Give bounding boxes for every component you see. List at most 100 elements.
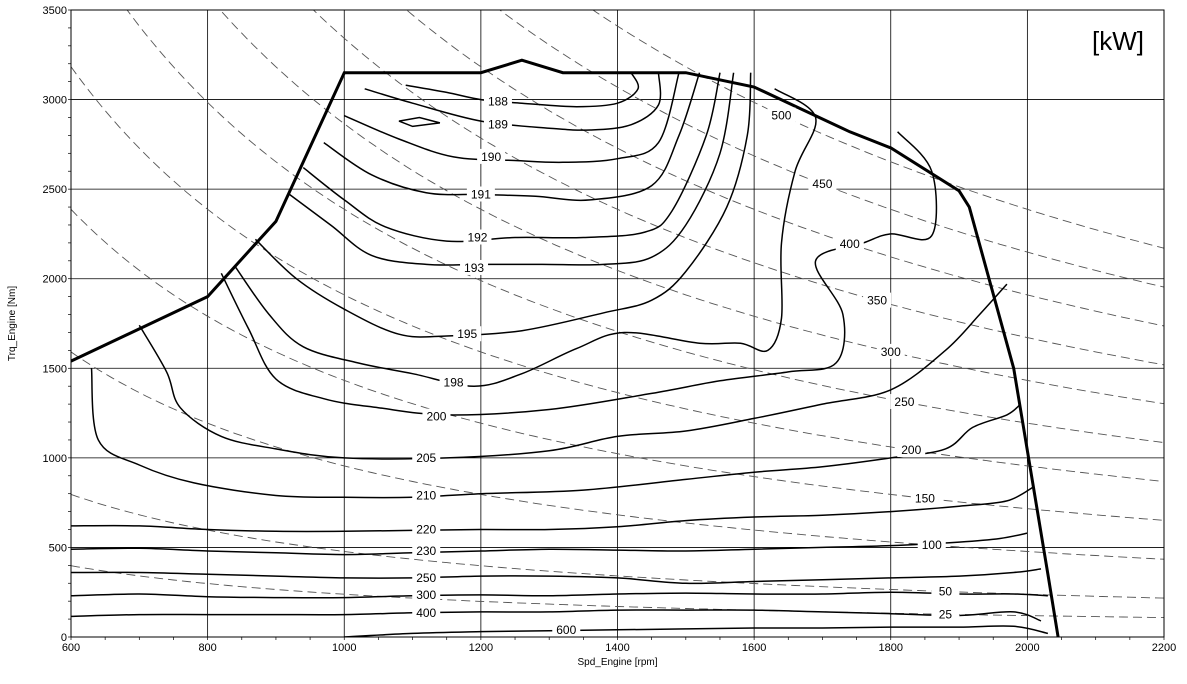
bsfc-contour-label: 198 [444,376,464,390]
y-tick-label: 500 [49,542,67,554]
contour-label-bg [463,229,492,245]
bsfc-contour-label: 188 [488,94,508,108]
y-tick-label: 1000 [43,453,67,465]
y-tick-label: 0 [61,632,67,644]
bsfc-contour-195 [254,72,752,338]
x-tick-label: 1800 [879,642,903,654]
contour-label-bg [422,408,451,424]
bsfc-contours [71,72,1049,637]
contour-label-bg [439,374,468,390]
contour-label-bg [453,326,482,342]
contour-label-bg [412,586,441,602]
y-tick-labels: 0 500 1000 1500 2000 2500 3000 3500 [43,5,67,644]
bsfc-contour-label: 191 [471,188,491,202]
contour-label-bg [412,604,441,620]
bsfc-contour-label: 189 [488,118,508,132]
bsfc-contour-198 [234,88,817,387]
power-label-bg [835,235,864,251]
power-line-100 [71,351,1164,560]
contour-label-bg [483,93,512,109]
power-line-500 [592,10,1164,249]
bsfc-contour-191 [323,72,701,202]
power-line-label: 150 [915,491,935,505]
contour-labels: 25 50 100 150 200 250 300 350 400 450 500 188 189 190… [412,93,960,637]
contour-label-bg [412,569,441,585]
power-label-bg [917,537,946,553]
bsfc-contour-250 [71,568,1042,585]
power-line-label: 100 [922,538,942,552]
power-line-label: 50 [939,585,953,599]
contour-label-bg [477,148,506,164]
y-tick-label: 3000 [43,95,67,107]
power-label-bg [863,292,892,308]
y-tick-label: 3500 [43,5,67,17]
power-lines [71,10,1164,619]
power-label-bg [876,343,905,359]
bsfc-contour-230 [71,532,1028,556]
bsfc-contour-210 [90,368,1022,499]
power-line-50 [71,493,1164,599]
power-label-bg [910,490,939,506]
bsfc-contour-label: 205 [416,451,436,465]
bsfc-contour-label: 193 [464,261,484,275]
bsfc-contour-label: 230 [416,544,436,558]
contour-label-bg [466,186,495,202]
x-tick-label: 1600 [742,642,766,654]
bsfc-contour-188 [405,72,640,108]
power-line-450 [499,10,1164,288]
bsfc-contour-220 [71,485,1035,533]
contour-label-bg [460,259,489,275]
bsfc-contour-300 [71,591,1048,599]
bsfc-contour-205 [138,283,1008,460]
power-line-label: 450 [812,177,832,191]
power-line-350 [312,10,1164,366]
power-line-label: 300 [881,345,901,359]
bsfc-contour-label: 220 [416,523,436,537]
bsfc-contour-label: 210 [416,488,436,502]
power-line-label: 400 [840,237,860,251]
power-line-label: 250 [894,395,914,409]
contour-label-bg [412,449,441,465]
bsfc-contour-189 [364,72,662,131]
x-tick-label: 1400 [605,642,629,654]
power-line-label: 500 [771,108,791,122]
y-tick-label: 2000 [43,274,67,286]
contour-label-bg [412,521,441,537]
power-line-label: 350 [867,294,887,308]
contour-label-bg [483,116,512,132]
bsfc-contour-label: 300 [416,588,436,602]
power-line-25 [71,565,1164,619]
x-tick-label: 2000 [1015,642,1039,654]
x-tick-label: 1200 [469,642,493,654]
power-line-250 [126,10,1164,444]
bsfc-contour-label: 600 [556,623,576,637]
bsfc-contour-label: 192 [467,231,487,245]
bsfc-contour-label: 190 [481,150,501,164]
bsfc-contour-400 [71,609,1042,622]
full-load-curve [70,58,1060,638]
grid [68,9,1165,640]
bsfc-contour-600 [344,625,1049,637]
y-tick-label: 1500 [43,363,67,375]
x-tick-labels: 600 800 1000 1200 1400 1600 1800 2000 2200 [62,642,1176,654]
plot-frame [70,9,1165,638]
unit-label: [kW] [1092,26,1144,56]
power-line-200 [71,66,1164,482]
power-line-label: 25 [939,607,953,621]
power-label-bg [767,107,796,123]
contour-label-bg [552,621,581,637]
bsfc-contour-label: 400 [416,606,436,620]
bsfc-contour-label: 195 [457,327,477,341]
bsfc-contour-190 [344,72,680,164]
power-label-bg [808,176,837,192]
power-line-150 [71,208,1164,521]
contour-label-bg [412,487,441,503]
bsfc-contour-200 [220,131,938,416]
power-label-bg [890,394,919,410]
bsfc-contour-label: 250 [416,571,436,585]
x-tick-label: 800 [198,642,216,654]
contour-label-bg [412,543,441,559]
bsfc-contour-193 [289,72,735,266]
power-line-label: 200 [901,443,921,457]
